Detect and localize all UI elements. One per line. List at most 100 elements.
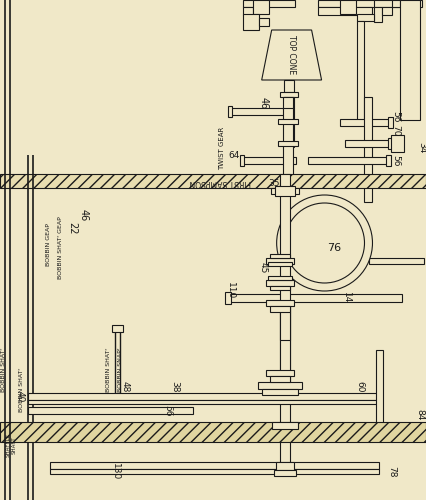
Bar <box>388 117 392 128</box>
Bar <box>224 292 230 304</box>
Bar <box>265 300 293 306</box>
Bar <box>275 462 293 470</box>
Bar <box>0 422 426 442</box>
Bar <box>50 469 379 474</box>
Text: FIRST SAMPSON: FIRST SAMPSON <box>189 178 250 188</box>
Text: BOBBIN SHATʳ: BOBBIN SHATʳ <box>106 348 111 392</box>
Bar <box>374 7 382 22</box>
Text: 60: 60 <box>354 381 363 393</box>
Text: 22: 22 <box>67 222 77 234</box>
Text: 64: 64 <box>228 152 239 160</box>
Bar <box>241 157 295 164</box>
Bar <box>242 0 294 7</box>
Bar <box>282 97 292 109</box>
Bar <box>267 262 291 266</box>
Bar <box>339 0 355 14</box>
Bar <box>356 21 364 121</box>
Text: 78: 78 <box>386 466 395 478</box>
Bar <box>242 7 252 15</box>
Bar <box>274 186 294 196</box>
Bar <box>282 108 292 193</box>
Bar <box>50 462 379 469</box>
Bar <box>261 389 297 395</box>
Text: 48: 48 <box>120 382 129 392</box>
Bar <box>279 92 297 97</box>
Bar <box>229 108 287 115</box>
Text: 56: 56 <box>163 405 172 417</box>
Text: 14: 14 <box>341 292 350 304</box>
Text: TOP CONE: TOP CONE <box>286 36 296 74</box>
Bar <box>267 276 291 280</box>
Bar <box>368 258 423 264</box>
Bar <box>0 174 426 188</box>
Bar <box>271 422 297 429</box>
Text: 130: 130 <box>110 464 119 480</box>
Text: 45: 45 <box>258 262 267 274</box>
Bar <box>283 80 293 92</box>
Circle shape <box>276 195 371 291</box>
Bar <box>376 350 383 430</box>
Text: SHAFFLE: SHAFFLE <box>6 433 11 457</box>
Bar <box>265 370 293 376</box>
Bar <box>307 157 389 164</box>
Bar <box>242 14 258 30</box>
Text: 56: 56 <box>390 112 399 122</box>
Text: SHAFT: SHAFT <box>12 436 17 454</box>
Bar <box>344 140 391 147</box>
Bar <box>112 325 123 332</box>
Bar <box>227 106 231 117</box>
Bar <box>269 376 289 382</box>
Bar <box>244 15 252 21</box>
Text: 84: 84 <box>414 410 423 420</box>
Bar <box>283 97 293 147</box>
Text: 46: 46 <box>79 209 89 221</box>
Text: 110: 110 <box>226 282 235 300</box>
Bar <box>356 14 374 21</box>
Text: 76: 76 <box>327 243 341 253</box>
Bar <box>269 306 289 312</box>
Bar <box>391 0 400 7</box>
Bar <box>277 119 297 124</box>
Bar <box>239 155 243 166</box>
Bar <box>252 0 268 14</box>
Bar <box>374 0 421 7</box>
Text: BOBBIN SHATʳ: BOBBIN SHATʳ <box>1 348 6 392</box>
Bar <box>391 135 403 152</box>
Bar <box>269 286 289 290</box>
Bar <box>28 400 377 404</box>
Bar <box>227 294 401 302</box>
Bar <box>273 470 295 476</box>
Bar <box>269 254 289 258</box>
Bar <box>400 0 420 120</box>
Text: 38: 38 <box>170 381 179 393</box>
Bar <box>265 280 293 286</box>
Bar <box>364 97 371 202</box>
Text: 40: 40 <box>15 392 24 402</box>
Bar <box>317 0 377 7</box>
Bar <box>279 174 289 340</box>
Text: 56: 56 <box>390 155 399 167</box>
Bar <box>388 138 392 149</box>
Bar <box>279 302 289 467</box>
Bar <box>28 393 377 400</box>
Circle shape <box>284 203 364 283</box>
Bar <box>386 155 391 166</box>
Bar <box>382 7 391 15</box>
Bar <box>28 407 193 414</box>
Polygon shape <box>261 30 321 80</box>
Text: 34: 34 <box>416 142 425 154</box>
Bar <box>339 119 391 126</box>
Text: 35: 35 <box>267 180 279 188</box>
Text: BOBBIN GEAP: BOBBIN GEAP <box>46 224 50 266</box>
Bar <box>317 7 371 15</box>
Bar <box>257 382 301 389</box>
Text: 70: 70 <box>390 125 399 136</box>
Bar <box>265 258 293 264</box>
Text: 46: 46 <box>258 97 268 109</box>
Text: BOBBIN SHATʳ: BOBBIN SHATʳ <box>19 368 23 412</box>
Text: BOBBIN SNAPʳ: BOBBIN SNAPʳ <box>118 348 123 392</box>
Bar <box>258 18 268 26</box>
Bar <box>270 188 298 194</box>
Bar <box>277 141 297 146</box>
Text: TWIST GEAR: TWIST GEAR <box>218 126 224 170</box>
